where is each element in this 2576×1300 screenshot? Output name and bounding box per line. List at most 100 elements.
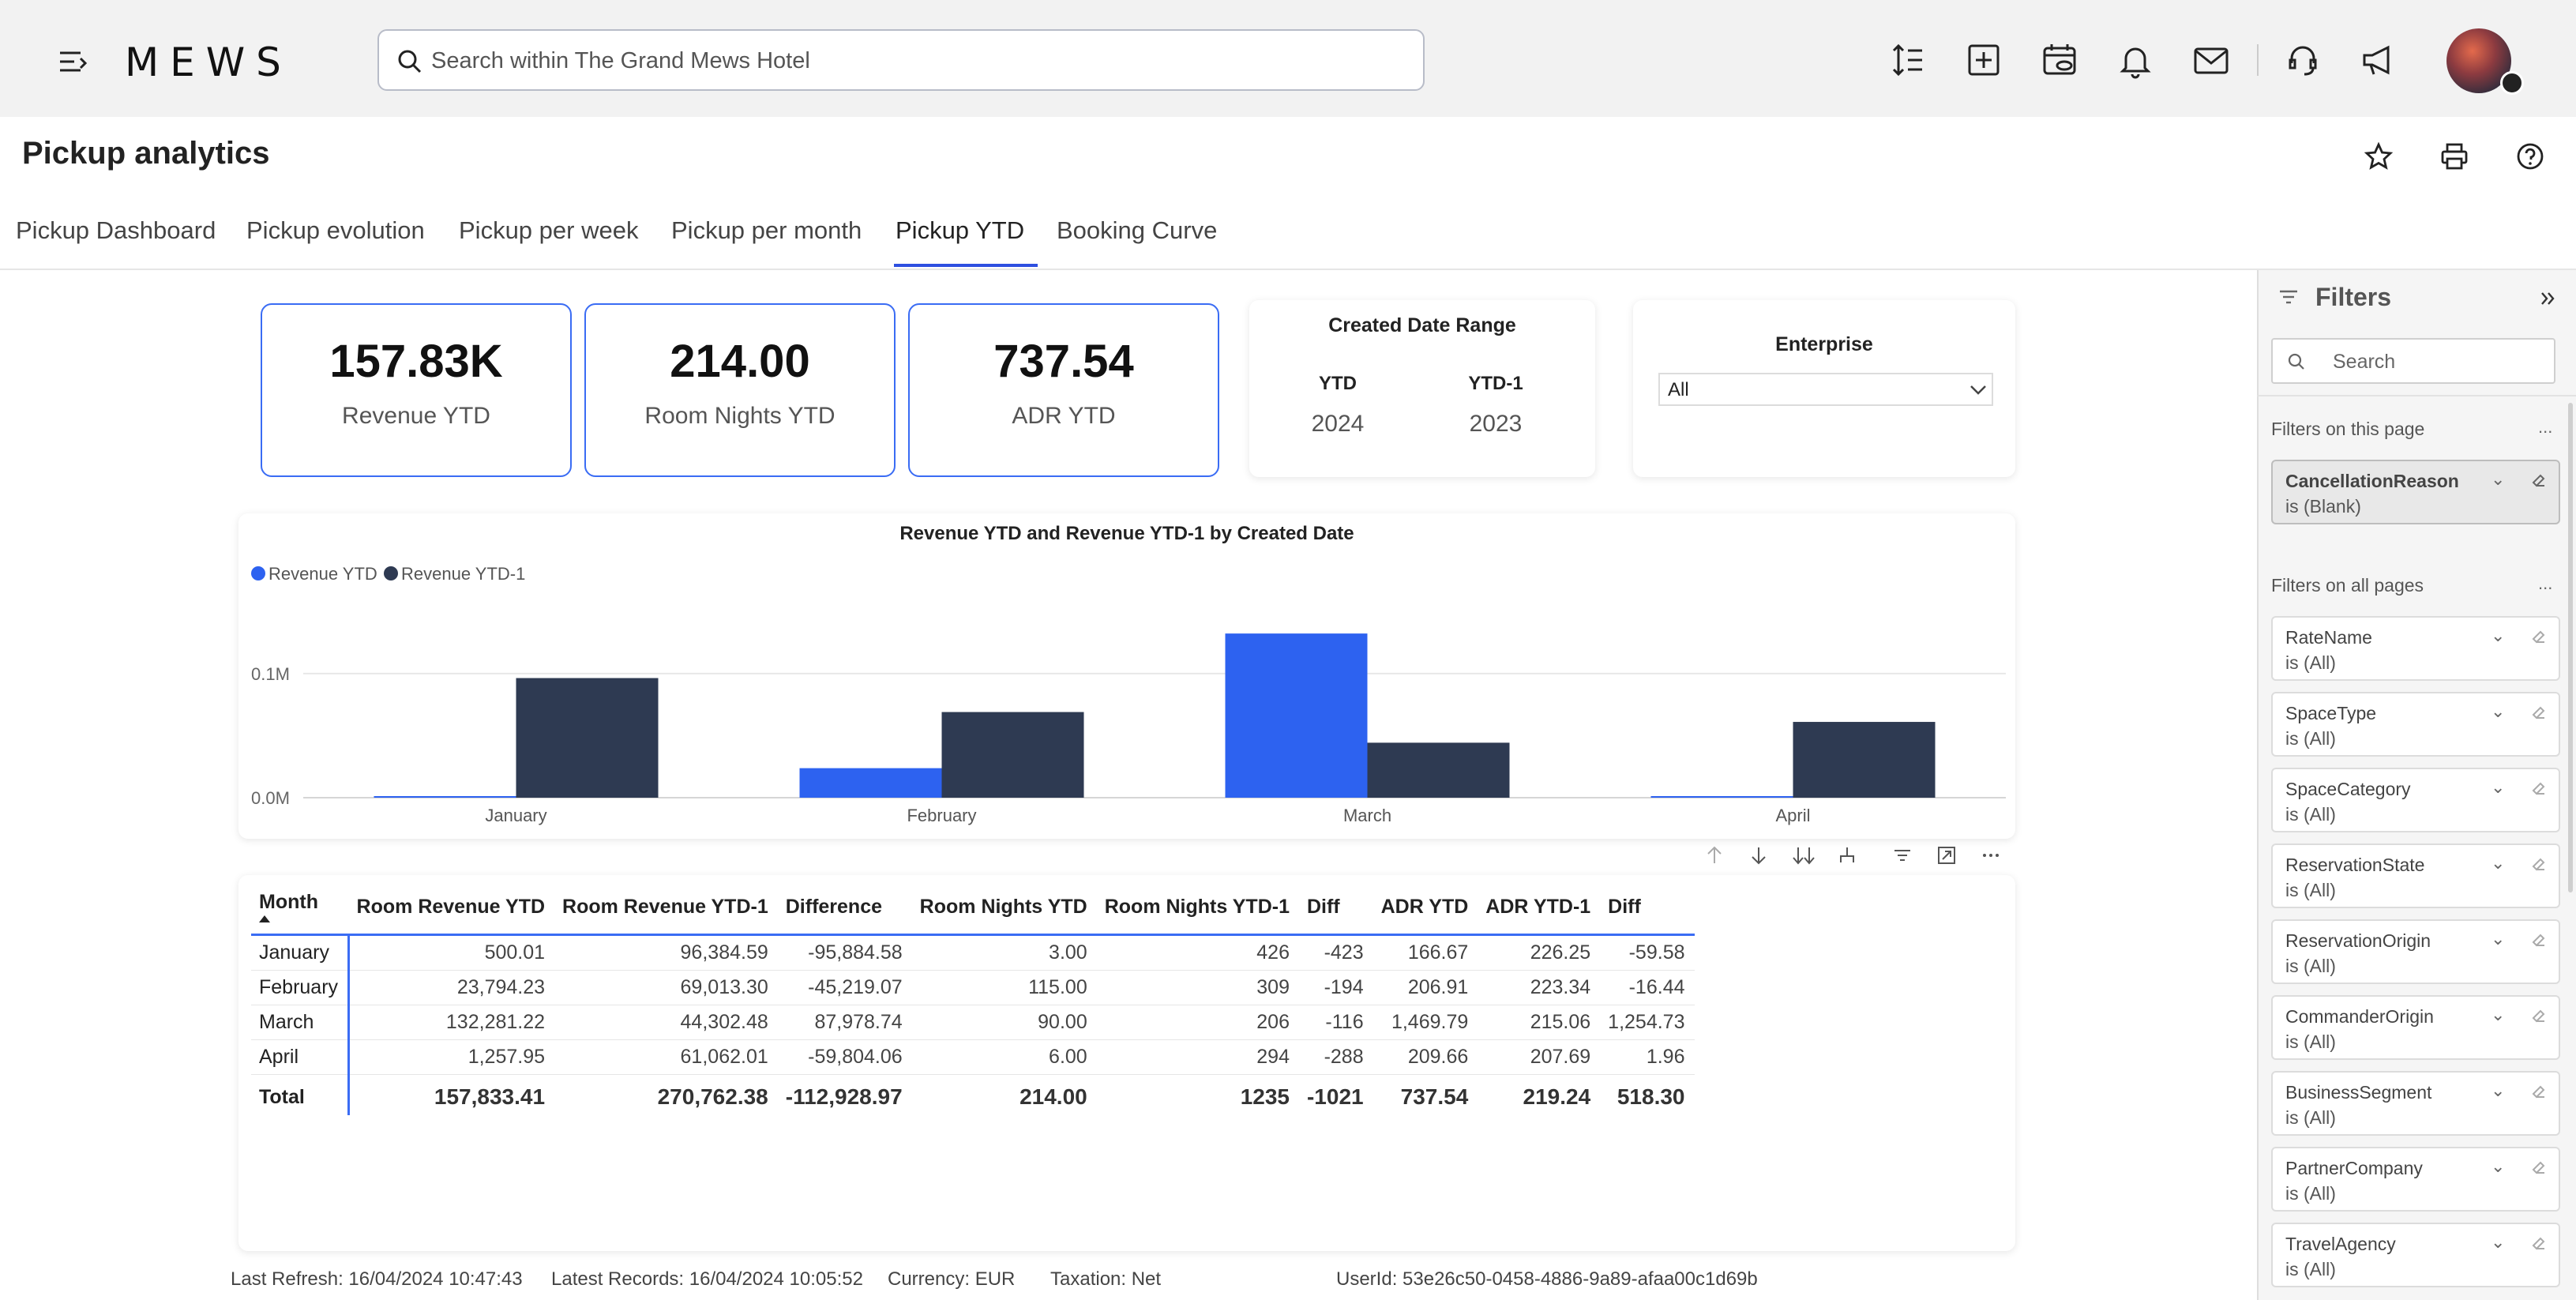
clear-filter-icon[interactable]: [2530, 627, 2548, 644]
arrow-down-icon[interactable]: [1748, 845, 1769, 866]
chevron-down-icon[interactable]: ⌄: [2491, 469, 2506, 489]
arrow-up-icon[interactable]: [1704, 845, 1725, 866]
column-header[interactable]: ADR YTD: [1372, 883, 1478, 936]
bar-revenue-ytd-1[interactable]: [1367, 742, 1510, 798]
chevron-down-icon[interactable]: ⌄: [2491, 777, 2506, 797]
chevron-down-icon[interactable]: ⌄: [2491, 1232, 2506, 1252]
clear-filter-icon[interactable]: [2530, 1234, 2548, 1251]
support-headset-icon[interactable]: [2284, 41, 2322, 79]
filter-card-partnercompany[interactable]: PartnerCompany is (All) ⌄: [2271, 1147, 2560, 1212]
column-header[interactable]: Diff: [1298, 883, 1373, 936]
bar-revenue-ytd-1[interactable]: [516, 678, 659, 798]
bar-revenue-ytd[interactable]: [1225, 633, 1368, 798]
tab-pickup-per-month[interactable]: Pickup per month: [671, 216, 862, 244]
bar-revenue-ytd[interactable]: [799, 768, 942, 798]
chevron-down-icon[interactable]: ⌄: [2491, 853, 2506, 873]
more-options-icon[interactable]: ...: [2538, 417, 2553, 437]
tab-pickup-ytd[interactable]: Pickup YTD: [896, 216, 1025, 244]
table-cell: 518.30: [1617, 1084, 1685, 1109]
active-tab-indicator: [894, 264, 1038, 267]
ytd1-year[interactable]: 2023: [1469, 411, 1523, 437]
filters-search-input[interactable]: Search: [2271, 338, 2555, 384]
column-header[interactable]: Room Nights YTD: [911, 883, 1097, 936]
bar-revenue-ytd[interactable]: [374, 796, 516, 798]
legend-label[interactable]: Revenue YTD-1: [401, 564, 526, 584]
chevron-down-icon[interactable]: ⌄: [2491, 1080, 2506, 1100]
table-cell: -59.58: [1600, 934, 1695, 971]
enterprise-dropdown[interactable]: All: [1658, 373, 1993, 406]
clear-filter-icon[interactable]: [2530, 1158, 2548, 1175]
search-input[interactable]: Search within The Grand Mews Hotel: [377, 29, 1425, 91]
clear-filter-icon[interactable]: [2530, 471, 2548, 488]
focus-mode-icon[interactable]: [1936, 845, 1957, 866]
column-header[interactable]: Room Nights YTD-1: [1096, 883, 1299, 936]
mews-logo[interactable]: MEWS: [125, 39, 292, 85]
bar-revenue-ytd-1[interactable]: [941, 712, 1084, 798]
clear-filter-icon[interactable]: [2530, 703, 2548, 720]
filter-card-reservationstate[interactable]: ReservationState is (All) ⌄: [2271, 843, 2560, 908]
filter-icon[interactable]: [1892, 845, 1913, 866]
clear-filter-icon[interactable]: [2530, 1082, 2548, 1099]
double-arrow-down-icon[interactable]: [1791, 845, 1816, 866]
table-cell: 132,281.22: [348, 1005, 555, 1040]
column-header[interactable]: ADR YTD-1: [1478, 883, 1601, 936]
filter-card-spacecategory[interactable]: SpaceCategory is (All) ⌄: [2271, 768, 2560, 832]
column-header-month[interactable]: Month: [251, 883, 349, 936]
legend-label[interactable]: Revenue YTD: [268, 564, 377, 584]
filter-card-ratename[interactable]: RateName is (All) ⌄: [2271, 616, 2560, 681]
table-header-row: Month Room Revenue YTD Room Revenue YTD-…: [251, 883, 1695, 936]
table-total-row[interactable]: Total 157,833.41 270,762.38 -112,928.97 214.…: [251, 1074, 1695, 1115]
bar-revenue-ytd[interactable]: [1650, 796, 1793, 798]
chevron-down-icon[interactable]: ⌄: [2491, 626, 2506, 645]
add-box-icon[interactable]: [1965, 41, 2003, 79]
megaphone-icon[interactable]: [2360, 41, 2398, 79]
filter-card-spacetype[interactable]: SpaceType is (All) ⌄: [2271, 692, 2560, 757]
mail-icon[interactable]: [2192, 41, 2230, 79]
tab-pickup-per-week[interactable]: Pickup per week: [459, 216, 639, 244]
filter-state: is (All): [2285, 728, 2336, 749]
table-cell: -116: [1298, 1005, 1373, 1040]
table-row[interactable]: March 132,281.22 44,302.48 87,978.74 90.00 20…: [251, 1005, 1695, 1040]
search-icon: [2288, 353, 2304, 370]
chevron-down-icon[interactable]: ⌄: [2491, 929, 2506, 949]
clear-filter-icon[interactable]: [2530, 930, 2548, 948]
more-options-icon[interactable]: ...: [2538, 573, 2553, 593]
expand-hierarchy-icon[interactable]: [1837, 845, 1857, 866]
currency-text: Currency: EUR: [888, 1268, 1016, 1290]
help-icon[interactable]: [2514, 141, 2546, 172]
filters-scrollbar[interactable]: [2568, 403, 2573, 892]
tab-pickup-evolution[interactable]: Pickup evolution: [246, 216, 425, 244]
column-header[interactable]: Diff: [1600, 883, 1695, 936]
table-row[interactable]: February 23,794.23 69,013.30 -45,219.07 115.…: [251, 970, 1695, 1005]
chevron-down-icon[interactable]: ⌄: [2491, 1156, 2506, 1176]
tab-pickup-dashboard[interactable]: Pickup Dashboard: [16, 216, 216, 244]
filter-card-cancellationreason[interactable]: CancellationReason is (Blank) ⌄: [2271, 460, 2560, 524]
table-row[interactable]: January 500.01 96,384.59 -95,884.58 3.00 426-…: [251, 934, 1695, 971]
sort-lines-icon[interactable]: [1889, 41, 1927, 79]
clear-filter-icon[interactable]: [2530, 855, 2548, 872]
bar-revenue-ytd-1[interactable]: [1793, 722, 1936, 798]
column-header[interactable]: Difference: [777, 883, 912, 936]
clear-filter-icon[interactable]: [2530, 779, 2548, 796]
filter-name: ReservationOrigin: [2285, 930, 2431, 951]
table-cell: -1021: [1306, 1084, 1364, 1109]
clear-filter-icon[interactable]: [2530, 1006, 2548, 1024]
ytd-year[interactable]: 2024: [1311, 411, 1365, 437]
star-icon[interactable]: [2363, 141, 2394, 172]
column-header[interactable]: Room Revenue YTD: [348, 883, 555, 936]
print-icon[interactable]: [2439, 141, 2470, 172]
filter-card-reservationorigin[interactable]: ReservationOrigin is (All) ⌄: [2271, 919, 2560, 984]
tab-booking-curve[interactable]: Booking Curve: [1057, 216, 1218, 244]
column-header[interactable]: Room Revenue YTD-1: [554, 883, 778, 936]
collapse-pane-icon[interactable]: [2538, 289, 2557, 308]
filter-card-businesssegment[interactable]: BusinessSegment is (All) ⌄: [2271, 1071, 2560, 1136]
filter-card-commanderorigin[interactable]: CommanderOrigin is (All) ⌄: [2271, 995, 2560, 1060]
bell-icon[interactable]: [2116, 41, 2154, 79]
chevron-down-icon[interactable]: ⌄: [2491, 701, 2506, 721]
calendar-view-icon[interactable]: [2041, 41, 2078, 79]
menu-icon[interactable]: [57, 46, 88, 77]
more-options-icon[interactable]: [1981, 845, 2001, 866]
filter-card-travelagency[interactable]: TravelAgency is (All) ⌄: [2271, 1223, 2560, 1287]
table-row[interactable]: April 1,257.95 61,062.01 -59,804.06 6.00 294-…: [251, 1039, 1695, 1075]
chevron-down-icon[interactable]: ⌄: [2491, 1005, 2506, 1024]
